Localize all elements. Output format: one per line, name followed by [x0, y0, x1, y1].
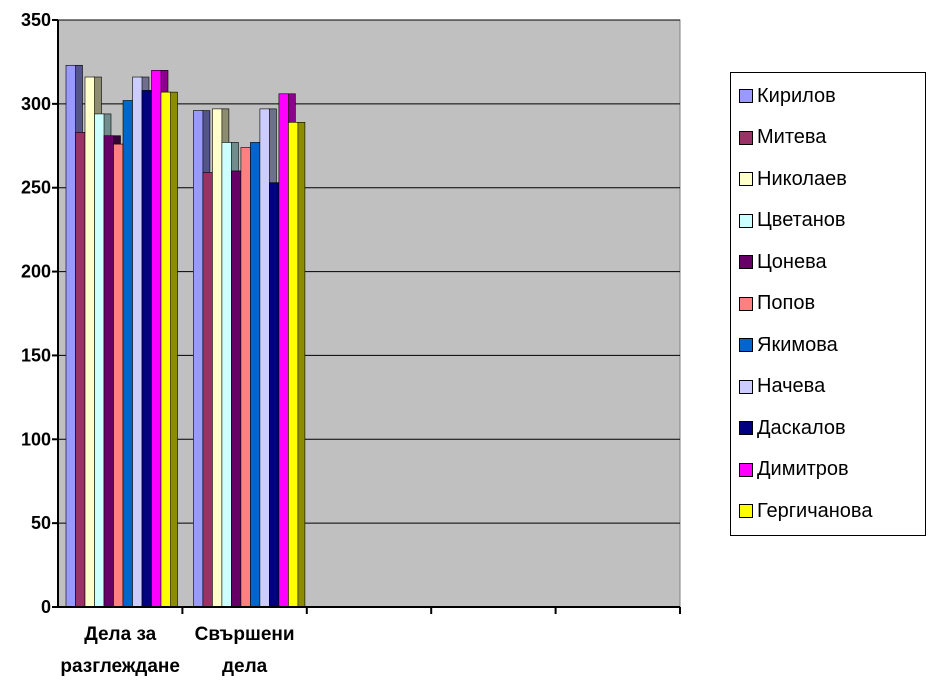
x-tick-labels: Дела за разглеждане Свършени дела: [60, 624, 294, 677]
bar: [288, 122, 299, 608]
y-tick-label: 0: [41, 597, 51, 617]
legend-item: Даскалов: [739, 413, 846, 443]
legend-swatch: [739, 130, 753, 145]
x-tick-label: Свършени: [195, 624, 295, 645]
legend-item: Цонева: [739, 247, 827, 277]
legend-swatch: [739, 421, 753, 435]
legend-label: Даскалов: [757, 416, 846, 439]
axes: [52, 19, 681, 614]
bar: [84, 76, 95, 608]
legend-swatch: [739, 172, 753, 186]
y-tick-label: 50: [31, 513, 51, 533]
legend-label: Якимова: [757, 333, 838, 356]
bar: [141, 90, 152, 608]
bar: [94, 113, 105, 608]
bar: [269, 182, 280, 608]
bar: [151, 70, 162, 608]
legend-swatch: [739, 255, 753, 269]
legend-item: Якимова: [739, 330, 838, 360]
legend-label: Митева: [757, 126, 827, 148]
bar: [113, 143, 124, 608]
y-tick-labels: 0 50 100 150 200 250 300 350: [21, 10, 51, 617]
y-tick-label: 200: [21, 262, 51, 282]
x-tick-label: Дела за: [84, 624, 156, 645]
legend-swatch: [739, 504, 753, 518]
legend-item: Димитров: [739, 455, 849, 485]
legend-swatch: [739, 379, 753, 394]
y-tick-label: 150: [21, 345, 51, 365]
y-tick-label: 300: [21, 94, 51, 114]
legend-item: Гергичанова: [739, 496, 872, 526]
y-tick-label: 100: [21, 429, 51, 449]
legend-item: Попов: [739, 289, 815, 319]
bar: [278, 93, 289, 608]
legend-label: Гергичанова: [757, 499, 873, 522]
legend-swatch: [739, 89, 753, 103]
bar: [75, 132, 86, 608]
legend-label: Начева: [757, 375, 826, 397]
bar: [240, 147, 251, 608]
y-tick-label: 250: [21, 178, 51, 198]
bar: [250, 142, 261, 608]
legend-label: Николаев: [757, 167, 847, 190]
legend-item: Николаев: [739, 164, 847, 194]
bar: [103, 135, 114, 608]
bar: [231, 170, 242, 608]
legend-swatch: [739, 338, 753, 352]
legend-item: Кирилов: [739, 81, 836, 111]
legend-item: Митева: [739, 123, 826, 153]
legend-label: Цветанов: [757, 209, 846, 231]
bar: [132, 76, 143, 608]
legend-label: Димитров: [757, 458, 849, 480]
legend-swatch: [739, 296, 753, 311]
bar: [202, 172, 213, 608]
bar: [221, 142, 232, 608]
legend-swatch: [739, 213, 753, 228]
x-tick-label: разглеждане: [60, 656, 180, 677]
legend: Кирилов Митева Николаев Цветанов Цонева Попов…: [730, 72, 926, 536]
legend-label: Цонева: [757, 250, 827, 273]
bar: [65, 64, 76, 608]
legend-item: Начева: [739, 372, 825, 402]
bar: [259, 108, 270, 608]
legend-label: Попов: [757, 292, 816, 314]
bar: [122, 100, 133, 608]
legend-swatch: [739, 462, 753, 477]
y-tick-label: 350: [21, 10, 51, 30]
bar: [193, 110, 204, 608]
bar: [212, 108, 223, 608]
legend-label: Кирилов: [757, 84, 836, 107]
x-tick-label: дела: [222, 656, 268, 677]
legend-item: Цветанов: [739, 206, 846, 236]
bar: [160, 91, 171, 608]
